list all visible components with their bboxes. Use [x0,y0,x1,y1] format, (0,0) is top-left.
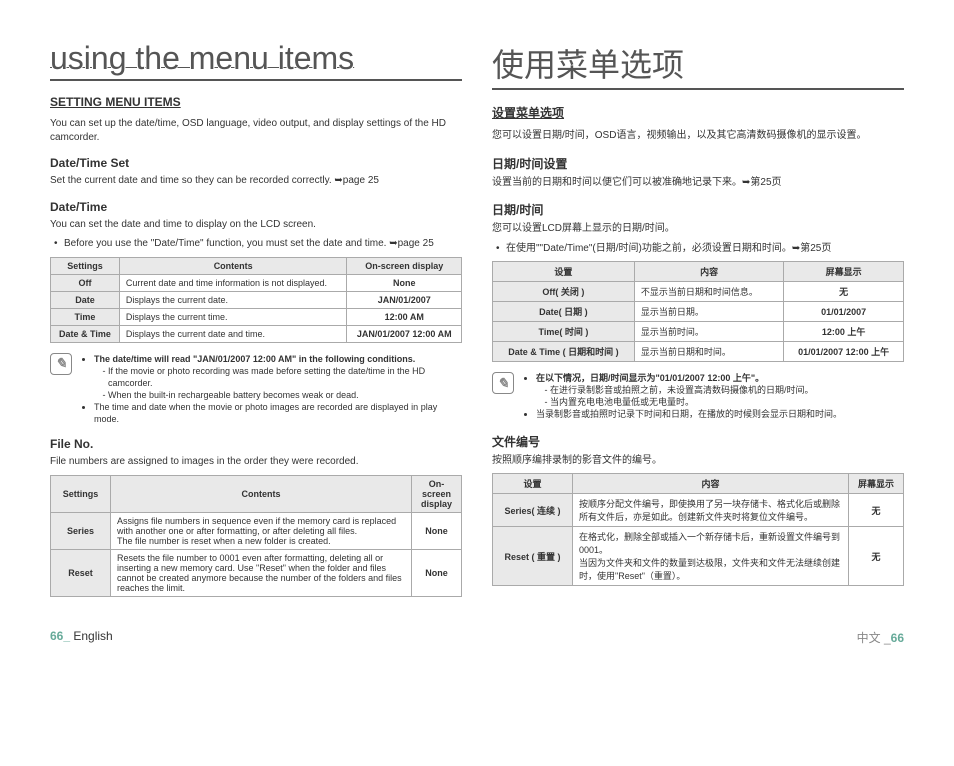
th: On-screen display [412,475,462,512]
td: 显示当前时间。 [634,322,783,342]
footer-left: 66_ English [50,629,113,646]
cn-note-box: ✎ 在以下情况，日期/时间显示为"01/01/2007 12:00 上午"。 在… [492,372,904,421]
td: Series [51,512,111,549]
cn-fileno-table: 设置 内容 屏幕显示 Series( 连续 ) 按顺序分配文件编号，即使换用了另… [492,473,904,586]
en-datetime-bullet: Before you use the "Date/Time" function,… [50,237,462,251]
td: Date( 日期 ) [493,302,635,322]
en-datetime-desc: You can set the date and time to display… [50,218,462,232]
cn-datetime-table: 设置 内容 屏幕显示 Off( 关闭 ) 不显示当前日期和时间信息。 无 Dat… [492,261,904,362]
note-text: If the movie or photo recording was made… [108,365,462,389]
td: Resets the file number to 0001 even afte… [111,549,412,596]
td: JAN/01/2007 12:00 AM [347,325,462,342]
footer-right: 中文 _66 [857,629,904,646]
td: Reset ( 重置 ) [493,527,573,586]
td: None [412,512,462,549]
en-datetime-set-header: Date/Time Set [50,156,462,170]
td: Off [51,274,120,291]
td: Date & Time ( 日期和时间 ) [493,342,635,362]
td: Displays the current date and time. [119,325,347,342]
page-number: 66 [891,631,904,645]
th: Settings [51,475,111,512]
th: 内容 [634,262,783,282]
td: Date & Time [51,325,120,342]
note-text: 当录制影音或拍照时记录下时间和日期，在播放的时候则会显示日期和时间。 [536,408,842,420]
footer-lang: 中文 _ [857,631,891,645]
td: Current date and time information is not… [119,274,347,291]
cn-datetime-set-desc: 设置当前的日期和时间以便它们可以被准确地记录下来。➥第25页 [492,176,904,190]
td: 无 [849,494,904,527]
td: Off( 关闭 ) [493,282,635,302]
en-fileno-table: Settings Contents On-screen display Seri… [50,475,462,597]
cn-setting-header: 设置菜单选项 [492,104,904,121]
cn-datetime-set-header: 日期/时间设置 [492,155,904,172]
note-text: 在进行录制影音或拍照之前，未设置高清数码摄像机的日期/时间。 [550,384,842,396]
cn-datetime-header: 日期/时间 [492,201,904,218]
td: None [347,274,462,291]
td: 显示当前日期。 [634,302,783,322]
td: Reset [51,549,111,596]
en-intro: You can set up the date/time, OSD langua… [50,117,462,144]
page: using the menu items SETTING MENU ITEMS … [50,40,904,609]
th: 屏幕显示 [849,474,904,494]
th: 设置 [493,262,635,282]
th: 屏幕显示 [784,262,904,282]
en-setting-header: SETTING MENU ITEMS [50,95,462,109]
en-fileno-header: File No. [50,437,462,451]
cn-title: 使用菜单选项 [492,40,904,90]
footer-lang: English [70,629,113,643]
td: 在格式化，删除全部或插入一个新存储卡后，重新设置文件编号到 0001。 当因为文… [573,527,849,586]
cn-datetime-desc: 您可以设置LCD屏幕上显示的日期/时间。 [492,222,904,236]
td: 显示当前日期和时间。 [634,342,783,362]
page-footer: 66_ English 中文 _66 [50,623,904,646]
td: Displays the current date. [119,291,347,308]
en-datetime-header: Date/Time [50,200,462,214]
th: 内容 [573,474,849,494]
th: On-screen display [347,257,462,274]
en-datetime-set-desc: Set the current date and time so they ca… [50,174,462,188]
page-number: 66_ [50,629,70,643]
td: 按顺序分配文件编号，即使换用了另一块存储卡、格式化后或删除所有文件后，亦是如此。… [573,494,849,527]
en-datetime-table: Settings Contents On-screen display Off … [50,257,462,343]
td: 无 [849,527,904,586]
td: Time( 时间 ) [493,322,635,342]
note-text: 在以下情况，日期/时间显示为"01/01/2007 12:00 上午"。 [536,373,764,383]
td: 12:00 AM [347,308,462,325]
note-text: When the built-in rechargeable battery b… [108,389,462,401]
th: Contents [111,475,412,512]
td: JAN/01/2007 [347,291,462,308]
th: Contents [119,257,347,274]
td: Series( 连续 ) [493,494,573,527]
en-fileno-desc: File numbers are assigned to images in t… [50,455,462,469]
td: Assigns file numbers in sequence even if… [111,512,412,549]
note-text: 当内置充电电池电量低或无电量时。 [550,396,842,408]
cn-intro: 您可以设置日期/时间，OSD语言，视频输出，以及其它高清数码摄像机的显示设置。 [492,129,904,143]
td: Time [51,308,120,325]
th: Settings [51,257,120,274]
td: None [412,549,462,596]
en-title: using the menu items [50,40,462,81]
td: 01/01/2007 [784,302,904,322]
td: 不显示当前日期和时间信息。 [634,282,783,302]
cn-datetime-bullet: 在使用""Date/Time"(日期/时间)功能之前，必须设置日期和时间。➥第2… [492,242,904,256]
chinese-column: 使用菜单选项 设置菜单选项 您可以设置日期/时间，OSD语言，视频输出，以及其它… [492,40,904,609]
note-text: The date/time will read "JAN/01/2007 12:… [94,354,415,364]
cn-fileno-desc: 按照顺序编排录制的影音文件的编号。 [492,454,904,468]
note-icon: ✎ [50,353,72,375]
cn-fileno-header: 文件编号 [492,433,904,450]
english-column: using the menu items SETTING MENU ITEMS … [50,40,462,609]
td: 01/01/2007 12:00 上午 [784,342,904,362]
td: Displays the current time. [119,308,347,325]
th: 设置 [493,474,573,494]
note-text: The time and date when the movie or phot… [94,401,462,425]
td: 无 [784,282,904,302]
note-icon: ✎ [492,372,514,394]
td: Date [51,291,120,308]
td: 12:00 上午 [784,322,904,342]
en-note-box: ✎ The date/time will read "JAN/01/2007 1… [50,353,462,426]
